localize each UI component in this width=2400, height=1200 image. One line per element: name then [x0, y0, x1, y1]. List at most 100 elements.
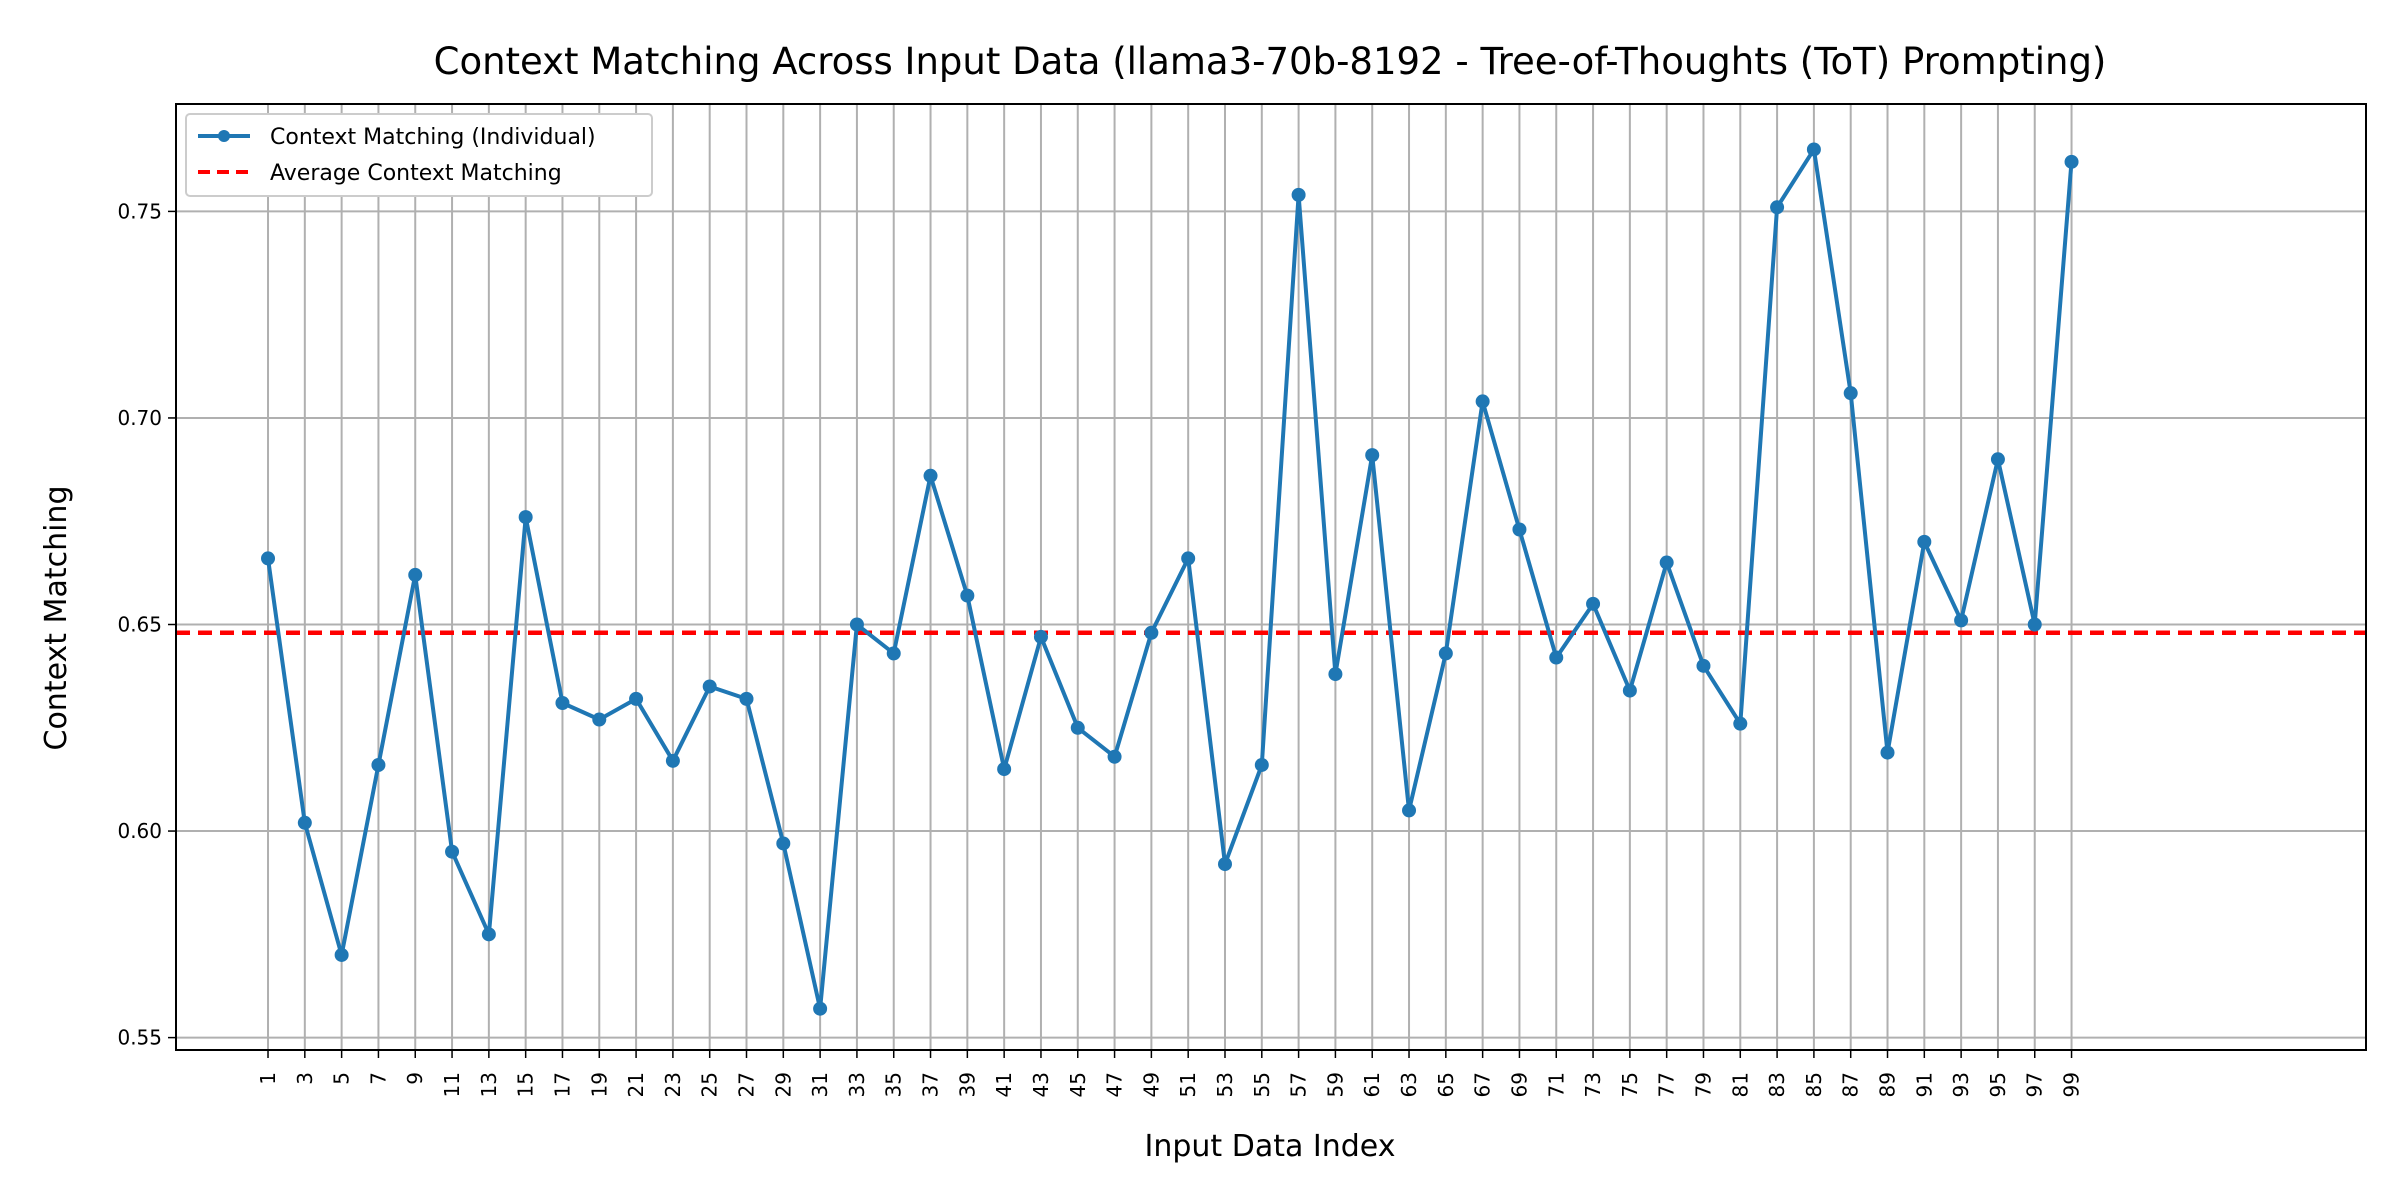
x-tick-label: 81 — [1728, 1072, 1752, 1097]
x-tick-label: 47 — [1103, 1072, 1127, 1097]
x-axis-label: Input Data Index — [1145, 1129, 1396, 1164]
data-point — [2027, 617, 2042, 632]
x-tick-label: 11 — [440, 1072, 464, 1097]
x-tick-label: 19 — [587, 1072, 611, 1097]
y-axis-label: Context Matching — [39, 486, 74, 751]
x-tick-label: 55 — [1250, 1072, 1274, 1097]
x-tick-label: 37 — [919, 1072, 943, 1097]
x-tick-label: 63 — [1397, 1072, 1421, 1097]
data-point — [776, 836, 791, 851]
x-tick-label: 7 — [366, 1072, 390, 1085]
data-point — [1144, 625, 1159, 640]
data-point — [1954, 613, 1969, 628]
data-point — [1291, 187, 1306, 202]
x-tick-label: 87 — [1839, 1072, 1863, 1097]
data-point — [1733, 716, 1748, 731]
data-point — [997, 762, 1012, 777]
x-tick-label: 33 — [845, 1072, 869, 1097]
legend-marker-individual — [218, 130, 230, 142]
x-tick-label: 31 — [808, 1072, 832, 1097]
data-point — [1365, 448, 1380, 463]
x-tick-label: 27 — [735, 1072, 759, 1097]
data-point — [1402, 803, 1417, 818]
x-tick-label: 53 — [1213, 1072, 1237, 1097]
data-point — [371, 757, 386, 772]
x-tick-label: 89 — [1876, 1072, 1900, 1097]
data-point — [1990, 452, 2005, 467]
y-axis-ticks: 0.55 0.60 0.65 0.70 0.75 — [117, 199, 176, 1050]
data-point — [1217, 857, 1232, 872]
data-point — [555, 695, 570, 710]
y-tick-label: 0.60 — [117, 819, 162, 843]
x-tick-label: 1 — [256, 1072, 280, 1085]
data-point — [1586, 596, 1601, 611]
data-point — [960, 588, 975, 603]
x-tick-label: 51 — [1176, 1072, 1200, 1097]
data-point — [1107, 749, 1122, 764]
x-tick-label: 99 — [2060, 1072, 2084, 1097]
x-tick-label: 17 — [550, 1072, 574, 1097]
data-point — [1512, 522, 1527, 537]
y-tick-label: 0.75 — [117, 199, 162, 223]
x-tick-label: 75 — [1618, 1072, 1642, 1097]
data-point — [297, 815, 312, 830]
legend: Context Matching (Individual) Average Co… — [185, 113, 653, 197]
data-point — [1181, 551, 1196, 566]
x-tick-label: 67 — [1471, 1072, 1495, 1097]
data-point — [1843, 386, 1858, 401]
legend-label-average: Average Context Matching — [270, 161, 562, 186]
series-layer — [261, 142, 2079, 1016]
data-point — [1328, 667, 1343, 682]
data-point — [739, 691, 754, 706]
data-point — [923, 468, 938, 483]
x-tick-label: 97 — [2023, 1072, 2047, 1097]
data-point — [1917, 534, 1932, 549]
data-point — [1770, 200, 1785, 215]
data-point — [261, 551, 276, 566]
x-tick-label: 85 — [1802, 1072, 1826, 1097]
grid — [176, 104, 2366, 1050]
legend-label-individual: Context Matching (Individual) — [270, 125, 596, 150]
data-point — [1659, 555, 1674, 570]
x-tick-label: 9 — [403, 1072, 427, 1085]
x-tick-label: 91 — [1912, 1072, 1936, 1097]
data-point — [849, 617, 864, 632]
data-point — [2064, 154, 2079, 169]
x-tick-label: 71 — [1544, 1072, 1568, 1097]
x-tick-label: 29 — [771, 1072, 795, 1097]
data-point — [1070, 720, 1085, 735]
x-tick-label: 69 — [1507, 1072, 1531, 1097]
x-tick-label: 15 — [514, 1072, 538, 1097]
chart-title: Context Matching Across Input Data (llam… — [434, 40, 2107, 83]
x-tick-label: 95 — [1986, 1072, 2010, 1097]
data-point — [518, 510, 533, 525]
x-tick-label: 57 — [1287, 1072, 1311, 1097]
data-point — [1806, 142, 1821, 157]
legend-box — [185, 113, 653, 197]
data-point — [445, 844, 460, 859]
data-point — [1438, 646, 1453, 661]
data-point — [813, 1001, 828, 1016]
x-tick-label: 77 — [1655, 1072, 1679, 1097]
x-tick-label: 5 — [330, 1072, 354, 1085]
x-tick-label: 45 — [1066, 1072, 1090, 1097]
x-tick-label: 93 — [1949, 1072, 1973, 1097]
data-point — [408, 567, 423, 582]
x-tick-label: 61 — [1360, 1072, 1384, 1097]
data-point — [1549, 650, 1564, 665]
data-point — [702, 679, 717, 694]
y-tick-label: 0.55 — [117, 1026, 162, 1050]
y-tick-label: 0.70 — [117, 406, 162, 430]
data-point — [334, 947, 349, 962]
data-point — [1475, 394, 1490, 409]
x-tick-label: 73 — [1581, 1072, 1605, 1097]
x-tick-label: 41 — [992, 1072, 1016, 1097]
x-tick-label: 65 — [1434, 1072, 1458, 1097]
data-point — [629, 691, 644, 706]
x-tick-label: 13 — [477, 1072, 501, 1097]
x-tick-label: 21 — [624, 1072, 648, 1097]
x-tick-label: 83 — [1765, 1072, 1789, 1097]
data-point — [1254, 757, 1269, 772]
